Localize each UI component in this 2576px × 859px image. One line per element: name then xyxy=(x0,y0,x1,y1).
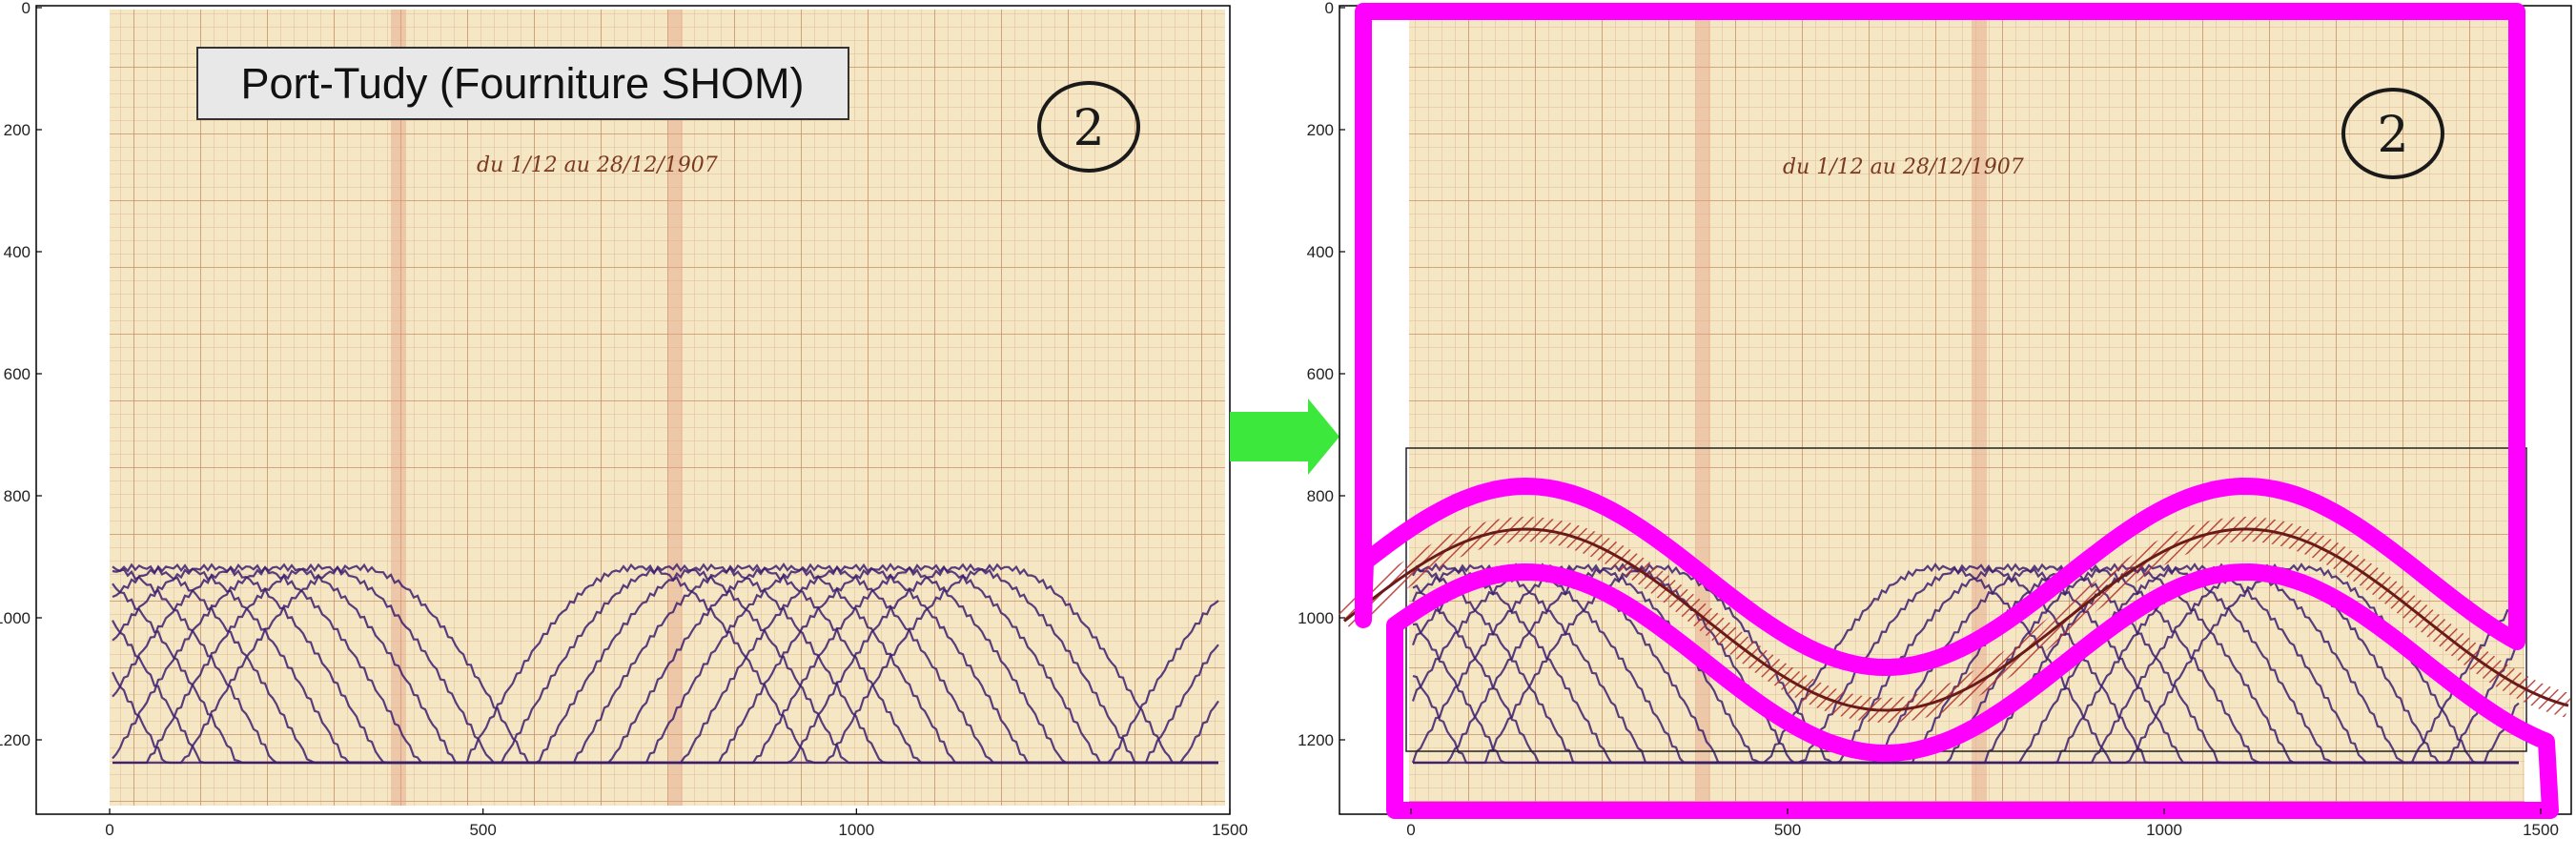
magenta-mask-outline xyxy=(1355,3,2559,819)
y-tick-label: 1200 xyxy=(0,731,31,749)
x-tick-label: 1000 xyxy=(838,821,874,839)
tide-trace xyxy=(112,562,1219,765)
x-tick-label: 0 xyxy=(1406,821,1415,839)
left-y-axis: 0 200 400 600 800 1000 1200 xyxy=(0,0,42,749)
right-arrow-icon xyxy=(1230,399,1339,475)
left-title-box: Port-Tudy (Fourniture SHOM) xyxy=(196,47,849,120)
y-tick-label: 200 xyxy=(4,121,31,139)
x-tick-label: 1000 xyxy=(2146,821,2182,839)
left-tide-traces xyxy=(112,562,1219,765)
x-tick-label: 500 xyxy=(1774,821,1801,839)
right-sheet-number-stamp: 2 xyxy=(2341,88,2444,179)
y-tick-label: 800 xyxy=(4,487,31,505)
left-title-text: Port-Tudy (Fourniture SHOM) xyxy=(241,59,805,108)
tide-trace xyxy=(1412,562,2520,765)
left-panel: Port-Tudy (Fourniture SHOM) 2 du 1/12 au… xyxy=(0,0,1248,839)
y-tick-label: 200 xyxy=(1307,121,1334,139)
left-chart-paper xyxy=(110,10,1225,806)
y-tick-label: 800 xyxy=(1307,487,1334,505)
y-tick-label: 400 xyxy=(4,243,31,261)
extracted-curve-line xyxy=(1343,527,2569,712)
selection-rectangle xyxy=(1405,447,2527,752)
right-y-axis: 0 200 400 600 800 1000 1200 xyxy=(1298,0,1345,749)
y-tick-label: 600 xyxy=(4,365,31,383)
y-tick-label: 600 xyxy=(1307,365,1334,383)
right-handwritten-note: du 1/12 au 28/12/1907 xyxy=(1783,155,2024,179)
left-axes-frame xyxy=(35,5,1231,815)
left-sheet-number: 2 xyxy=(1073,100,1104,157)
left-handwritten-note: du 1/12 au 28/12/1907 xyxy=(477,153,718,177)
right-panel: 2 du 1/12 au 28/12/1907 0 200 400 600 800 100… xyxy=(1298,0,2572,839)
y-tick-label: 1200 xyxy=(1298,731,1334,749)
left-sheet-number-stamp: 2 xyxy=(1037,81,1140,173)
x-tick-label: 0 xyxy=(105,821,113,839)
y-tick-label: 1000 xyxy=(0,609,31,627)
x-tick-label: 500 xyxy=(469,821,496,839)
y-tick-label: 1000 xyxy=(1298,609,1334,627)
left-x-axis: 0 500 1000 1500 xyxy=(105,808,1248,839)
x-tick-label: 1500 xyxy=(1212,821,1248,839)
x-tick-label: 1500 xyxy=(2523,821,2559,839)
y-tick-label: 0 xyxy=(22,0,31,17)
right-x-axis: 0 500 1000 1500 xyxy=(1406,808,2559,839)
y-tick-label: 0 xyxy=(1325,0,1334,17)
right-sheet-number: 2 xyxy=(2377,107,2408,164)
y-tick-label: 400 xyxy=(1307,243,1334,261)
